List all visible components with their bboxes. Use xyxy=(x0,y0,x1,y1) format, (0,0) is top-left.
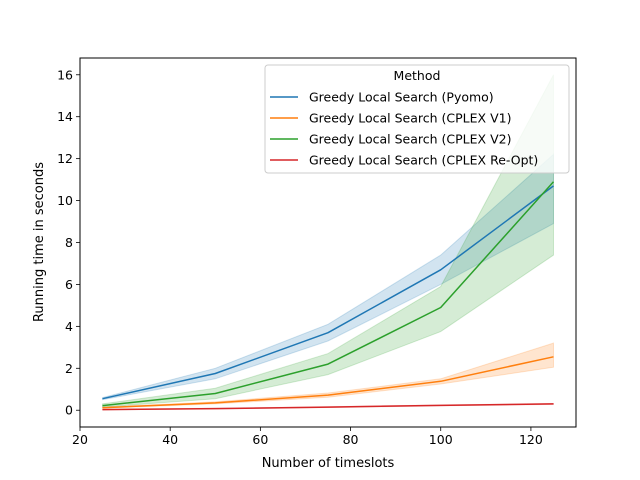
y-tick-label: 8 xyxy=(65,235,73,250)
legend-items: Greedy Local Search (Pyomo) Greedy Local … xyxy=(270,90,538,168)
legend-box xyxy=(264,64,570,174)
legend-label-4: Greedy Local Search (CPLEX Re-Opt) xyxy=(309,153,538,168)
series-line-2 xyxy=(102,356,554,409)
series-line-3 xyxy=(102,181,555,407)
legend-label-3: Greedy Local Search (CPLEX V2) xyxy=(309,132,511,147)
series-lines xyxy=(102,181,555,411)
y-tick-label: 0 xyxy=(65,403,73,418)
x-tick-label: 40 xyxy=(162,432,178,447)
confidence-band-1 xyxy=(102,153,554,401)
x-tick-label: 100 xyxy=(429,432,453,447)
y-tick-label: 12 xyxy=(57,151,73,166)
y-tick-label: 14 xyxy=(57,109,73,124)
series-line-4 xyxy=(102,403,554,411)
x-axis-ticks: 20 40 60 80 100 120 xyxy=(72,427,543,447)
y-axis-ticks: 0 2 4 6 8 10 12 14 16 xyxy=(57,67,80,418)
y-tick-label: 6 xyxy=(65,277,73,292)
x-tick-label: 80 xyxy=(343,432,359,447)
y-tick-label: 10 xyxy=(57,193,73,208)
x-axis-label: Number of timeslots xyxy=(262,456,395,471)
legend-title: Method xyxy=(394,68,441,83)
y-tick-label: 16 xyxy=(57,67,73,82)
x-tick-label: 60 xyxy=(252,432,268,447)
x-tick-label: 20 xyxy=(72,432,88,447)
legend-label-1: Greedy Local Search (Pyomo) xyxy=(309,90,494,105)
confidence-band-3 xyxy=(102,74,554,408)
legend-label-2: Greedy Local Search (CPLEX V1) xyxy=(309,111,511,126)
y-axis-label: Running time in seconds xyxy=(32,162,47,322)
legend: Method Greedy Local Search (Pyomo)Greedy… xyxy=(264,64,570,174)
y-tick-label: 4 xyxy=(65,319,73,334)
series-line-1 xyxy=(102,185,554,400)
x-tick-label: 120 xyxy=(519,432,543,447)
y-tick-label: 2 xyxy=(65,361,73,376)
